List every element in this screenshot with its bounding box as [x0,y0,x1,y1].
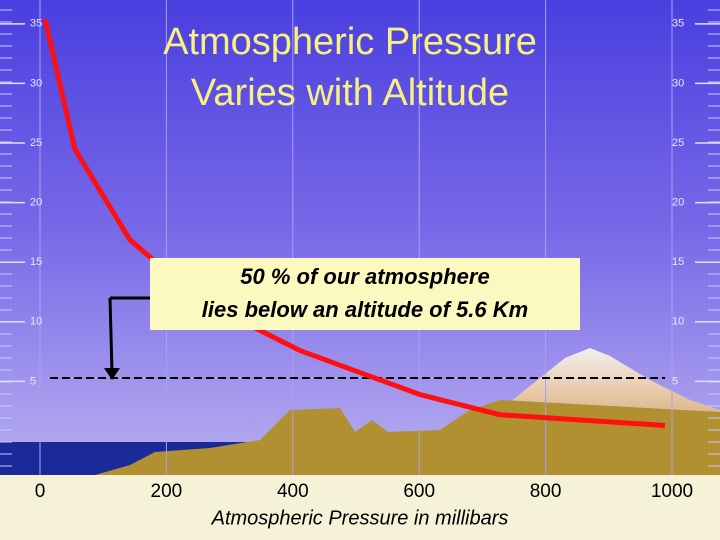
x-tick-label: 1000 [651,481,693,502]
y-tick-label: 35 [30,18,42,30]
arrow-head [104,368,120,380]
grid: 0 200 400 600 800 1000 35 35 30 30 25 25 20 20 15 15 10 1… [0,0,720,502]
x-tick-label: 200 [151,481,183,502]
y-tick-label: 20 [30,197,42,209]
x-tick-label: 800 [530,481,562,502]
x-tick-label: 0 [35,481,46,502]
y-tick-label: 20 [672,197,684,209]
x-axis-label: Atmospheric Pressure in millibars [211,507,509,529]
y-tick-label: 25 [672,137,684,149]
arrow [108,296,150,373]
x-tick-label: 400 [277,481,309,502]
annotation: lies below an altitude of 5.6 Km [202,297,528,322]
chart-title: Varies with Altitude [191,72,509,114]
footer [0,475,720,540]
y-tick-label: 30 [672,77,684,89]
y-tick-label: 15 [30,256,42,268]
y-tick-label: 10 [30,316,42,328]
y-tick-label: 5 [30,375,36,387]
y-tick-label: 25 [30,137,42,149]
y-tick-label: 35 [672,18,684,30]
chart-title: Atmospheric Pressure [163,21,537,63]
y-tick-label: 15 [672,256,684,268]
y-tick-label: 30 [30,77,42,89]
y-tick-label: 10 [672,316,684,328]
annotation: 50 % of our atmosphere [240,264,489,289]
y-tick-label: 5 [672,375,678,387]
annotation-box [150,258,580,330]
x-tick-label: 600 [403,481,435,502]
